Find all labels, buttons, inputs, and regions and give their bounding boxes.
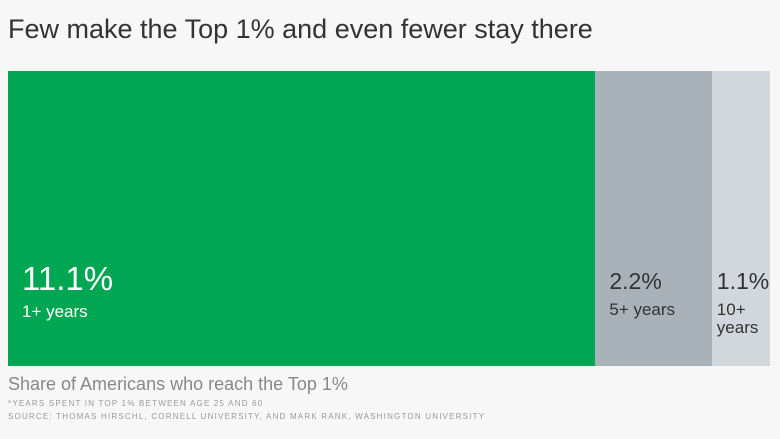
value-label: 2.2% — [609, 268, 662, 294]
bar-area: 11.1% 1+ years 2.2% 5+ years 1.1% 10+ years — [8, 71, 770, 366]
segment-label: 11.1% 1+ years — [22, 261, 591, 321]
source: SOURCE: THOMAS HIRSCHL, CORNELL UNIVERSI… — [8, 412, 486, 421]
chart-title: Few make the Top 1% and even fewer stay … — [8, 14, 593, 44]
value-label: 1.1% — [716, 268, 770, 294]
bar-segment: 2.2% 5+ years — [595, 71, 712, 366]
segment-label: 2.2% 5+ years — [609, 267, 707, 319]
category-label: 1+ years — [22, 302, 88, 321]
category-label: 10+ years — [716, 300, 759, 337]
value-label: 11.1% — [22, 260, 114, 297]
category-label: 5+ years — [609, 300, 676, 319]
bar-segment: 11.1% 1+ years — [8, 71, 596, 366]
subtitle: Share of Americans who reach the Top 1% — [8, 374, 348, 394]
bar-segment: 1.1% 10+ years — [711, 71, 770, 366]
segment-label: 1.1% 10+ years — [716, 267, 770, 337]
footnote: *YEARS SPENT IN TOP 1% BETWEEN AGE 25 AN… — [8, 399, 264, 408]
